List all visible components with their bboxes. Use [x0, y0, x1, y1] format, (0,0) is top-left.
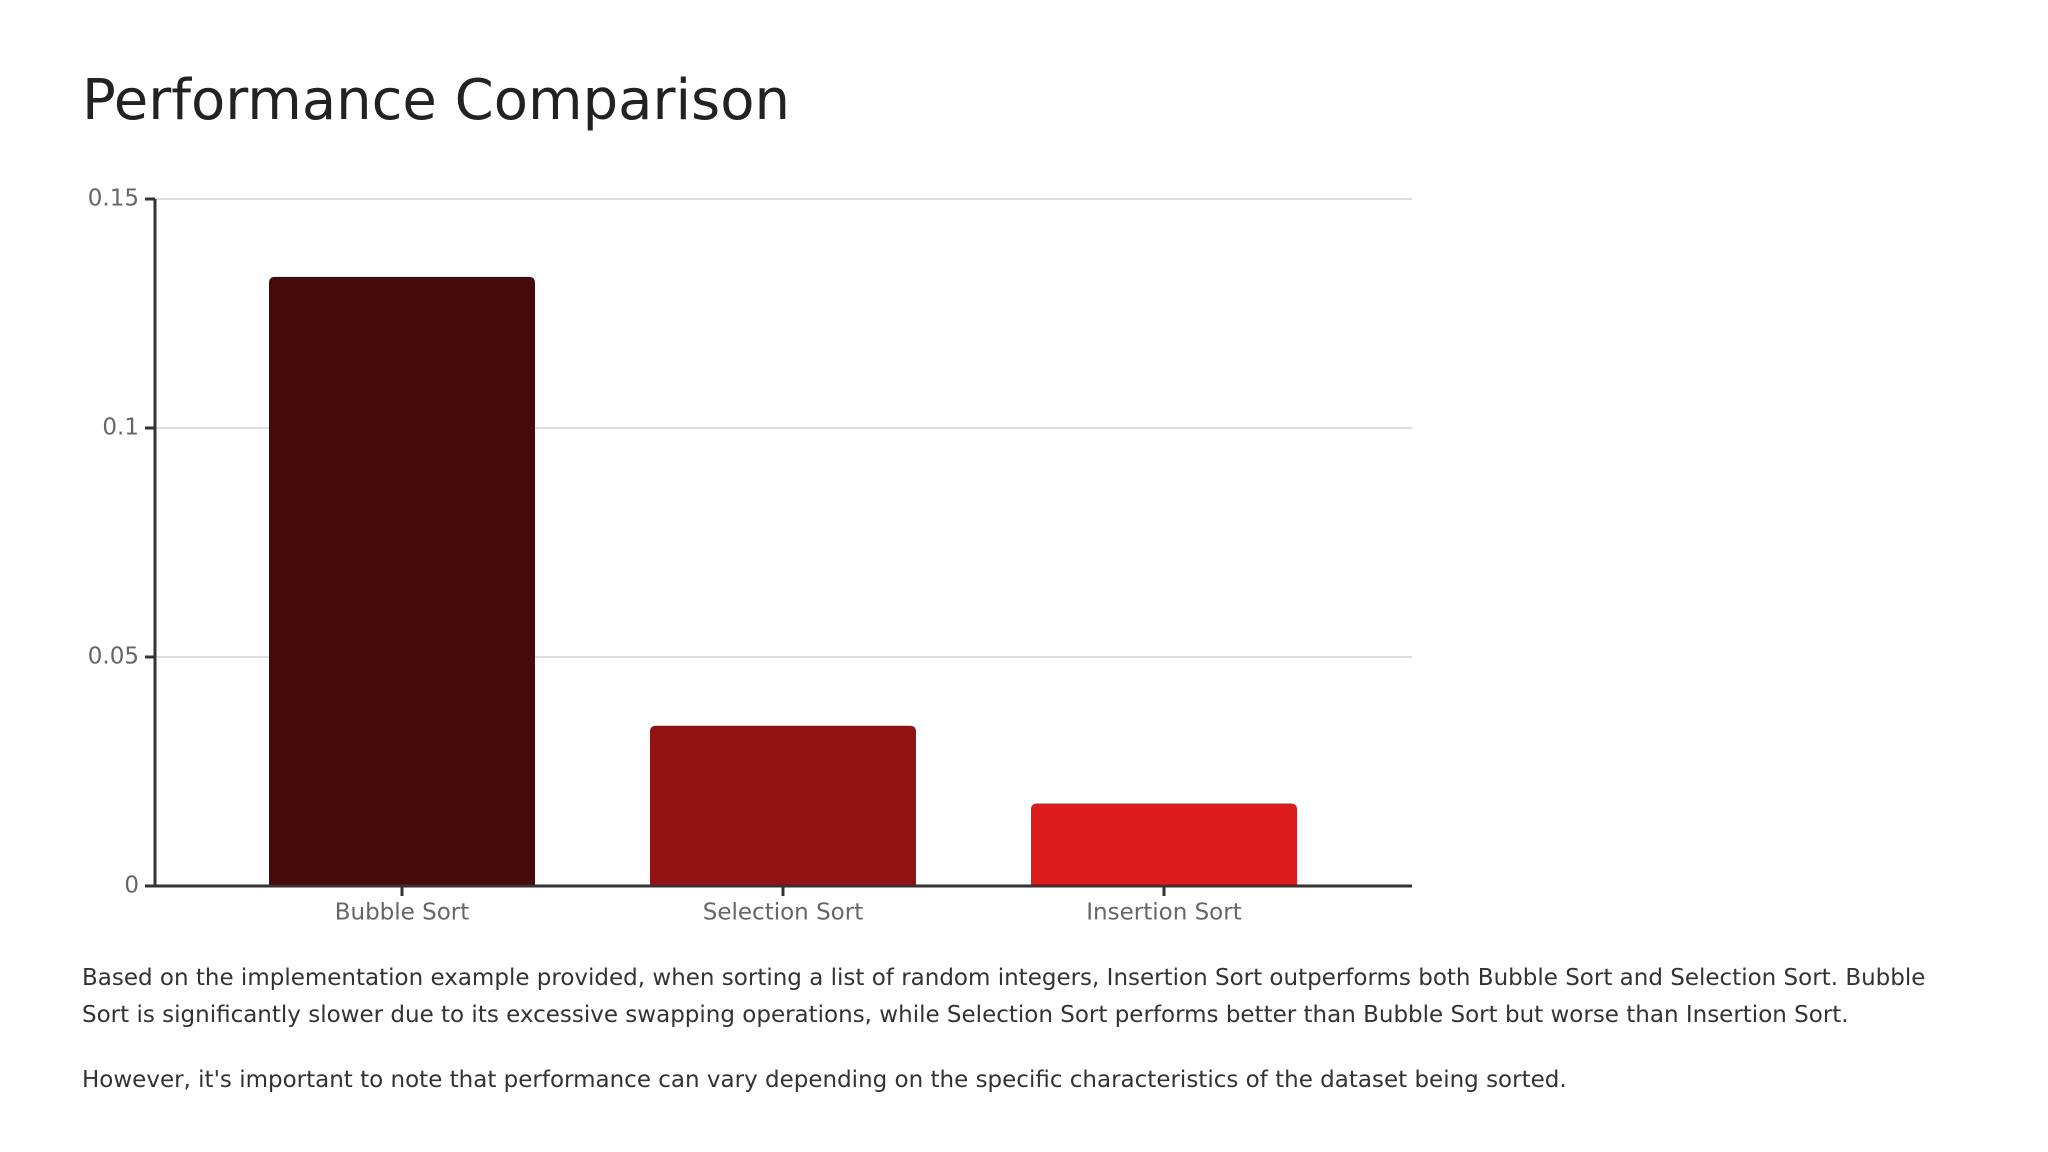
y-tick-label: 0.05 — [88, 644, 139, 670]
paragraph: Based on the implementation example prov… — [82, 965, 1926, 1028]
chart: 0 0.05 0.1 0.15 Bubble Sort Selection Sort Ins… — [88, 186, 1412, 926]
bar — [1031, 803, 1297, 886]
x-tick-label: Bubble Sort — [335, 900, 470, 926]
bar — [650, 725, 916, 886]
chart-title: Performance Comparison — [82, 68, 790, 133]
y-tick-label: 0.1 — [102, 415, 139, 441]
y-tick-label: 0 — [124, 873, 139, 899]
x-tick-label: Selection Sort — [703, 900, 863, 926]
x-tick-label: Insertion Sort — [1086, 900, 1241, 926]
paragraph: However, it's important to note that per… — [82, 1067, 1567, 1093]
y-tick-label: 0.15 — [88, 186, 139, 212]
bar — [269, 276, 535, 886]
